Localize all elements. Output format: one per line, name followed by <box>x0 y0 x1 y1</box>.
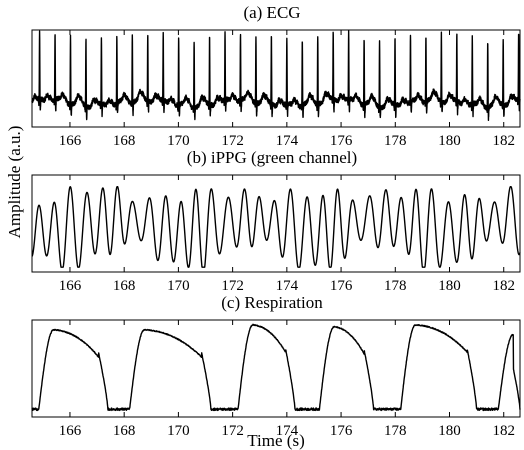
x-tick-label: 178 <box>384 278 407 294</box>
x-tick-label: 174 <box>276 278 299 294</box>
panel-b-title: (b) iPPG (green channel) <box>187 148 357 167</box>
ippg-series-group <box>31 185 521 268</box>
panel-b-ticks: 166 168 170 172 174 176 178 180 182 <box>59 175 515 294</box>
panel-b-ippg: 166 168 170 172 174 176 178 180 182 <box>31 174 521 294</box>
panel-c-respiration: 166 168 170 172 174 176 178 180 182 <box>31 319 521 439</box>
x-tick-label: 176 <box>330 133 353 149</box>
panel-c-ticks: 166 168 170 172 174 176 178 180 182 <box>59 320 515 439</box>
panel-a-ecg: 166 168 170 172 174 176 178 180 182 <box>31 29 521 149</box>
x-tick-label: 180 <box>438 423 461 439</box>
respiration-line <box>31 323 521 412</box>
x-tick-label: 182 <box>492 278 515 294</box>
panel-a-title: (a) ECG <box>243 3 300 22</box>
x-tick-label: 166 <box>59 278 82 294</box>
panel-c-frame <box>31 319 521 418</box>
x-tick-label: 166 <box>59 423 82 439</box>
x-tick-label: 170 <box>167 133 190 149</box>
y-axis-label: Amplitude (a.u.) <box>5 126 24 239</box>
ippg-line <box>31 185 521 268</box>
x-tick-label: 176 <box>330 278 353 294</box>
x-tick-label: 172 <box>221 133 244 149</box>
x-tick-label: 182 <box>492 423 515 439</box>
x-tick-label: 168 <box>113 133 136 149</box>
ecg-series-group <box>31 30 521 122</box>
x-axis-label: Time (s) <box>247 431 304 450</box>
x-tick-label: 176 <box>330 423 353 439</box>
x-tick-label: 180 <box>438 133 461 149</box>
x-tick-label: 172 <box>221 423 244 439</box>
x-tick-label: 170 <box>167 278 190 294</box>
x-tick-label: 180 <box>438 278 461 294</box>
x-tick-label: 166 <box>59 133 82 149</box>
x-tick-label: 178 <box>384 133 407 149</box>
respiration-series-group <box>31 323 521 412</box>
x-tick-label: 168 <box>113 278 136 294</box>
panel-c-title: (c) Respiration <box>221 293 323 312</box>
x-tick-label: 182 <box>492 133 515 149</box>
x-tick-label: 174 <box>276 423 299 439</box>
x-tick-label: 170 <box>167 423 190 439</box>
ecg-line <box>31 30 521 122</box>
x-tick-label: 178 <box>384 423 407 439</box>
panel-a-ticks: 166 168 170 172 174 176 178 180 182 <box>59 30 515 149</box>
panel-a-frame <box>31 29 521 128</box>
x-tick-label: 172 <box>221 278 244 294</box>
panel-b-frame <box>31 174 521 273</box>
x-tick-label: 168 <box>113 423 136 439</box>
x-tick-label: 174 <box>276 133 299 149</box>
